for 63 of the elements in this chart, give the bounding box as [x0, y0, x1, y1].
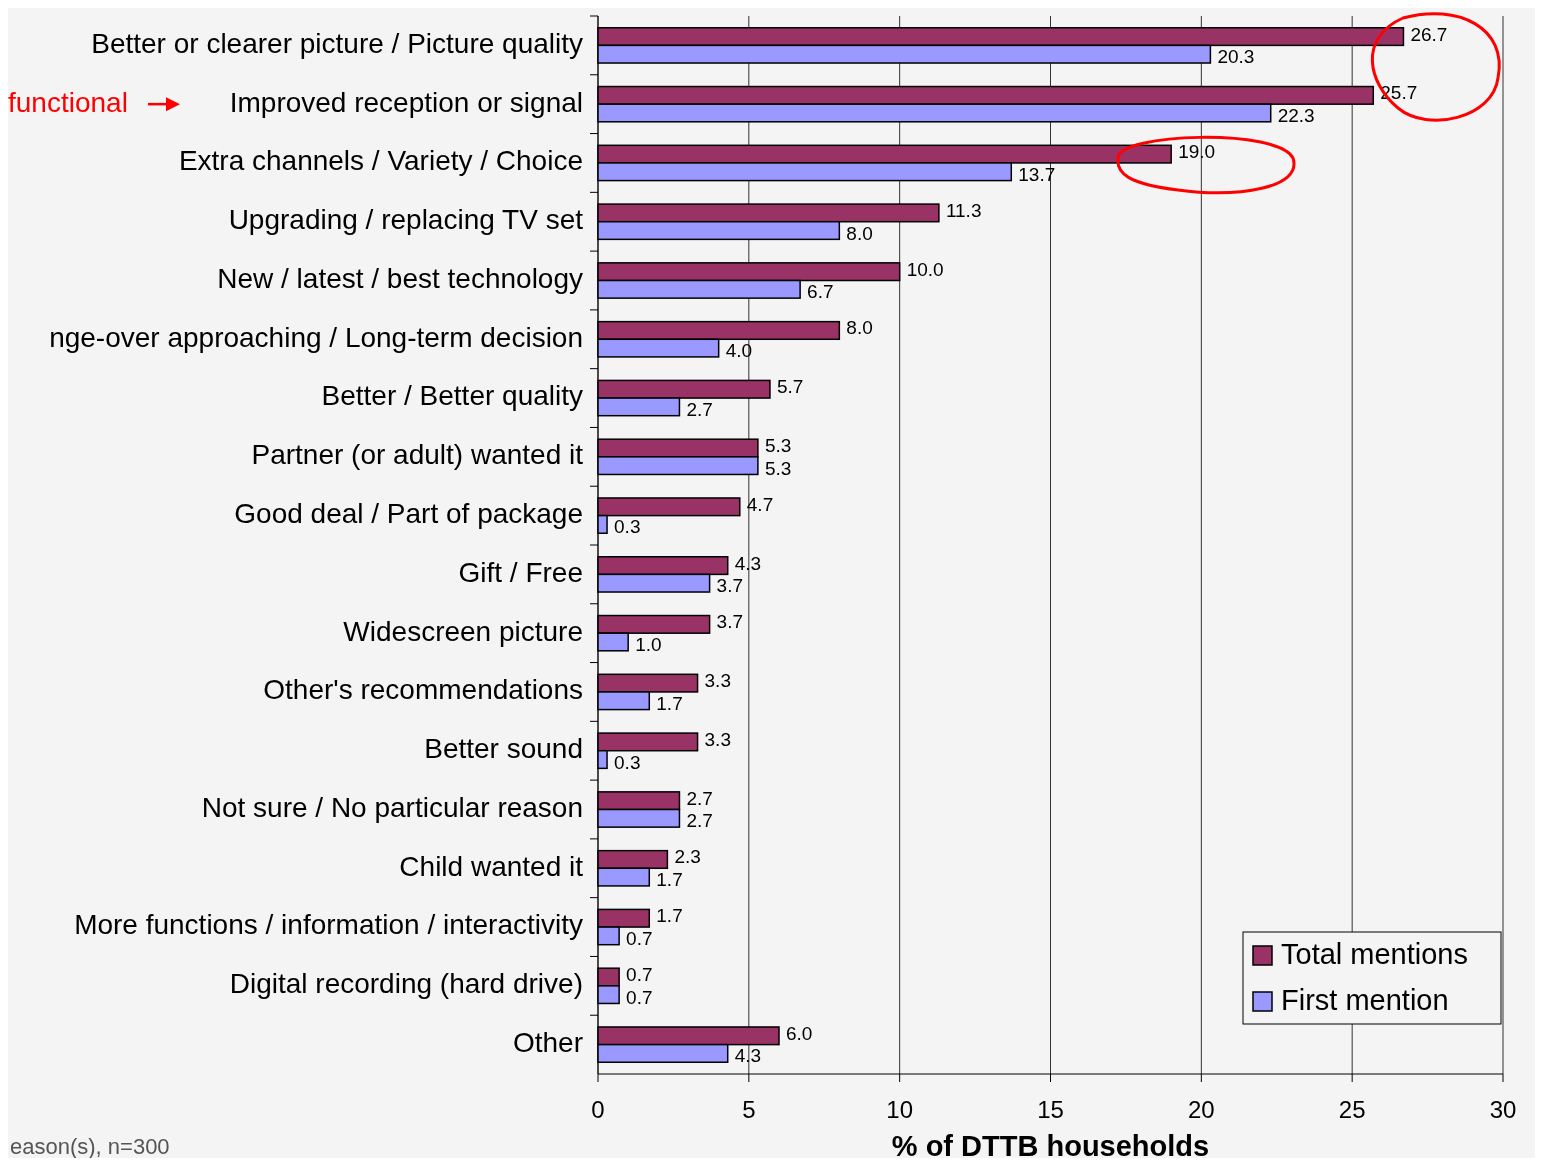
data-label: 2.3: [674, 846, 701, 868]
y-tick-label: Partner (or adult) wanted it: [251, 439, 584, 471]
data-label: 2.7: [686, 787, 713, 809]
text: functional: [8, 86, 128, 118]
data-label: 22.3: [1277, 105, 1315, 126]
x-tick-label: 25: [1338, 1096, 1366, 1123]
data-label: 10.0: [906, 258, 944, 280]
data-label: 0.7: [626, 927, 653, 949]
data-label: 4.0: [725, 340, 753, 362]
x-tick-label: 30: [1489, 1096, 1517, 1123]
data-label: 1.7: [656, 692, 683, 714]
data-label: 3.3: [704, 728, 731, 750]
data-label: 8.0: [846, 222, 873, 244]
y-tick-label: More functions / information / interactivity: [74, 909, 583, 941]
y-tick-label: Other: [512, 1027, 583, 1058]
data-label: 5.3: [764, 435, 792, 457]
data-label: 1.7: [656, 905, 683, 927]
y-tick-label: Other's recommendations: [263, 674, 583, 706]
data-label: 1.7: [656, 869, 683, 891]
data-label: 0.3: [614, 751, 641, 773]
data-label: 6.0: [786, 1022, 813, 1044]
y-tick-label: Child wanted it: [399, 850, 584, 882]
y-tick-label: Better / Better quality: [321, 380, 583, 412]
legend-label: First mention: [1281, 983, 1449, 1016]
data-label: 0.7: [626, 964, 653, 986]
x-tick-label: 15: [1037, 1096, 1064, 1123]
data-label: 0.7: [626, 986, 653, 1008]
x-tick-label: 5: [742, 1096, 756, 1123]
legend-label: Total mentions: [1281, 937, 1468, 970]
data-label: 1.0: [635, 634, 662, 655]
y-tick-label: Improved reception or signal: [229, 86, 583, 118]
data-label: 26.7: [1410, 23, 1448, 45]
data-label: 5.3: [764, 457, 792, 479]
y-tick-label: Upgrading / replacing TV set: [228, 204, 584, 236]
y-tick-label: Better sound: [424, 733, 583, 765]
data-label: 2.7: [686, 398, 713, 420]
y-tick-label: Gift / Free: [458, 556, 583, 588]
y-tick-label: nge-over approaching / Long-term decision: [49, 321, 583, 353]
x-tick-label: 0: [591, 1096, 605, 1123]
y-tick-label: Better or clearer picture / Picture quality: [91, 27, 583, 59]
y-tick-label: Not sure / No particular reason: [201, 791, 583, 823]
data-label: 4.3: [734, 1045, 762, 1067]
data-label: 4.7: [746, 493, 774, 515]
data-label: 3.3: [704, 670, 731, 692]
data-label: 2.7: [686, 810, 713, 832]
y-tick-label: Digital recording (hard drive): [229, 968, 583, 1000]
y-tick-label: Extra channels / Variety / Choice: [178, 145, 583, 177]
x-tick-label: 10: [886, 1096, 914, 1123]
data-label: 3.7: [716, 611, 744, 633]
data-label: 5.7: [776, 376, 804, 398]
x-axis-title: % of DTTB households: [891, 1130, 1210, 1162]
y-tick-label: New / latest / best technology: [217, 262, 583, 294]
data-label: 0.3: [614, 516, 641, 538]
y-tick-label: Good deal / Part of package: [234, 498, 583, 529]
y-tick-label: Widescreen picture: [343, 615, 583, 647]
data-label: 11.3: [945, 199, 982, 221]
data-label: 6.7: [807, 281, 834, 303]
x-tick-label: 20: [1187, 1096, 1215, 1123]
data-label: 20.3: [1217, 46, 1255, 68]
text: eason(s), n=300: [10, 1134, 170, 1159]
data-label: 8.0: [846, 317, 873, 339]
data-label: 4.3: [734, 552, 762, 574]
data-label: 3.7: [716, 575, 744, 597]
